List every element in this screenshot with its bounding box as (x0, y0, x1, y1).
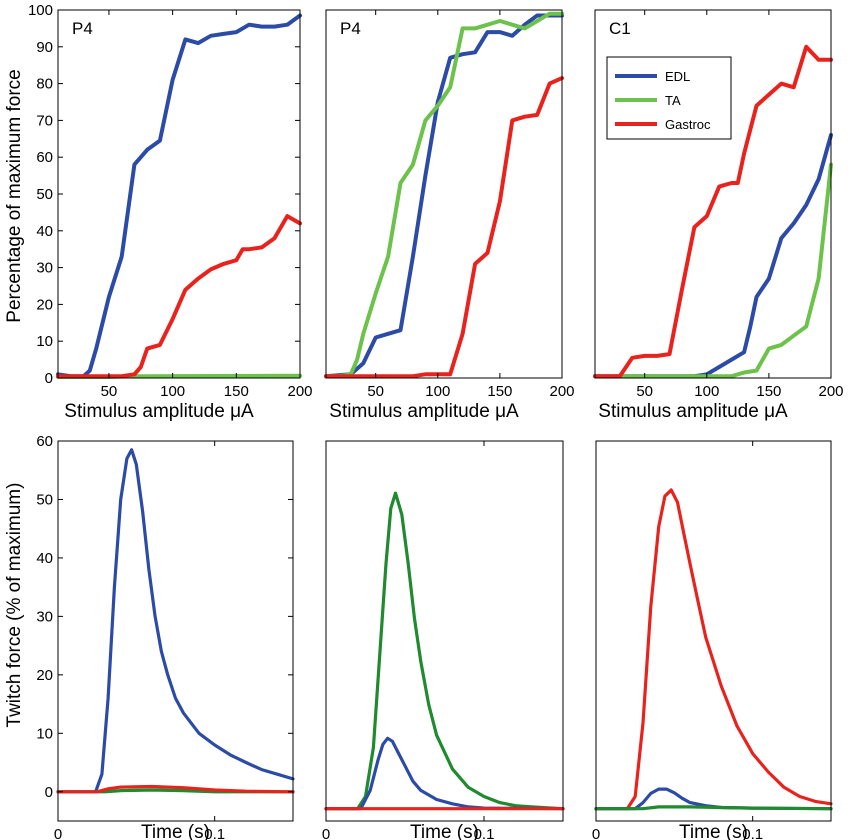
x-tick-label: 150 (756, 383, 781, 400)
y-tick-label: 0 (45, 784, 53, 801)
series-ta (594, 805, 833, 811)
x-tick-label: 100 (694, 383, 719, 400)
ylabel-bottom: Twitch force (% of maximum) (4, 483, 25, 728)
series-gastroc (594, 488, 833, 811)
y-tick-label: 60 (36, 149, 53, 166)
series-gastroc (593, 44, 833, 379)
series-edl (324, 13, 564, 379)
series-ta (593, 162, 833, 379)
panel-title: C1 (609, 19, 631, 38)
y-tick-label: 20 (36, 296, 53, 313)
x-tick-label: 50 (101, 383, 118, 400)
y-tick-label: 80 (36, 76, 53, 93)
x-tick-label: 0.1 (742, 826, 763, 840)
legend-label-gastroc: Gastroc (665, 117, 711, 132)
panel-a: 50 100 150 2000102030405060708090100Stimulu… (28, 2, 313, 422)
y-tick-label: 30 (36, 608, 53, 625)
plot-frame (325, 440, 564, 822)
series-edl (593, 133, 833, 379)
legend-label-ta: TA (665, 93, 681, 108)
panel-d: 0 0.1 0 10 20 30 40 50 60 Time (s) (36, 433, 295, 840)
plot-frame (595, 440, 832, 822)
x-tick-label: 50 (636, 383, 653, 400)
y-tick-label: 10 (36, 333, 53, 350)
y-tick-label: 0 (45, 370, 53, 387)
ylabel-top: Percentage of maximum force (4, 69, 25, 322)
series-edl (56, 448, 295, 794)
x-tick-label: 200 (818, 383, 843, 400)
x-tick-label: 0 (54, 826, 62, 840)
x-axis-label: Stimulus amplitude μA (64, 401, 254, 422)
series-edl (56, 13, 302, 379)
plot-frame (57, 440, 294, 822)
x-axis-label: Time (s) (410, 822, 479, 840)
x-tick-label: 100 (160, 383, 185, 400)
y-tick-label: 70 (36, 112, 53, 129)
series-gastroc (324, 76, 564, 379)
y-tick-label: 60 (36, 433, 53, 450)
x-tick-label: 150 (224, 383, 249, 400)
x-tick-label: 0 (592, 826, 600, 840)
y-tick-label: 20 (36, 667, 53, 684)
series-edl (324, 736, 565, 811)
x-axis-label: Stimulus amplitude μA (329, 401, 519, 422)
x-axis-label: Stimulus amplitude μA (598, 401, 788, 422)
y-tick-label: 30 (36, 260, 53, 277)
x-tick-label: 150 (487, 383, 512, 400)
y-tick-label: 50 (36, 491, 53, 508)
plot-frame (325, 9, 563, 379)
y-tick-label: 40 (36, 223, 53, 240)
y-tick-label: 100 (28, 2, 53, 19)
x-tick-label: 50 (367, 383, 384, 400)
x-tick-label: 0.1 (474, 826, 495, 840)
panel-c: 50 100 150 200 Stimulus amplitude μA C1 EDL TA G… (593, 9, 844, 422)
x-tick-label: 200 (549, 383, 574, 400)
plot-frame (594, 9, 832, 379)
y-tick-label: 50 (36, 186, 53, 203)
x-axis-label: Time (s) (141, 822, 210, 840)
legend-label-edl: EDL (665, 69, 690, 84)
y-tick-label: 10 (36, 725, 53, 742)
panel-title: P4 (340, 19, 361, 38)
x-tick-label: 200 (287, 383, 312, 400)
x-tick-label: 100 (425, 383, 450, 400)
y-tick-label: 90 (36, 39, 53, 56)
series-gastroc (56, 784, 295, 794)
legend: EDL TA Gastroc (606, 56, 732, 140)
series-ta (324, 11, 564, 379)
panel-title: P4 (72, 19, 93, 38)
x-tick-label: 0 (322, 826, 330, 840)
x-tick-label: 0.1 (204, 826, 225, 840)
y-tick-label: 40 (36, 550, 53, 567)
x-axis-label: Time (s) (679, 822, 748, 840)
series-gastroc (56, 214, 302, 379)
series-ta (324, 491, 565, 811)
panel-b: 50 100 150 200 Stimulus amplitude μA P4 (324, 9, 575, 422)
